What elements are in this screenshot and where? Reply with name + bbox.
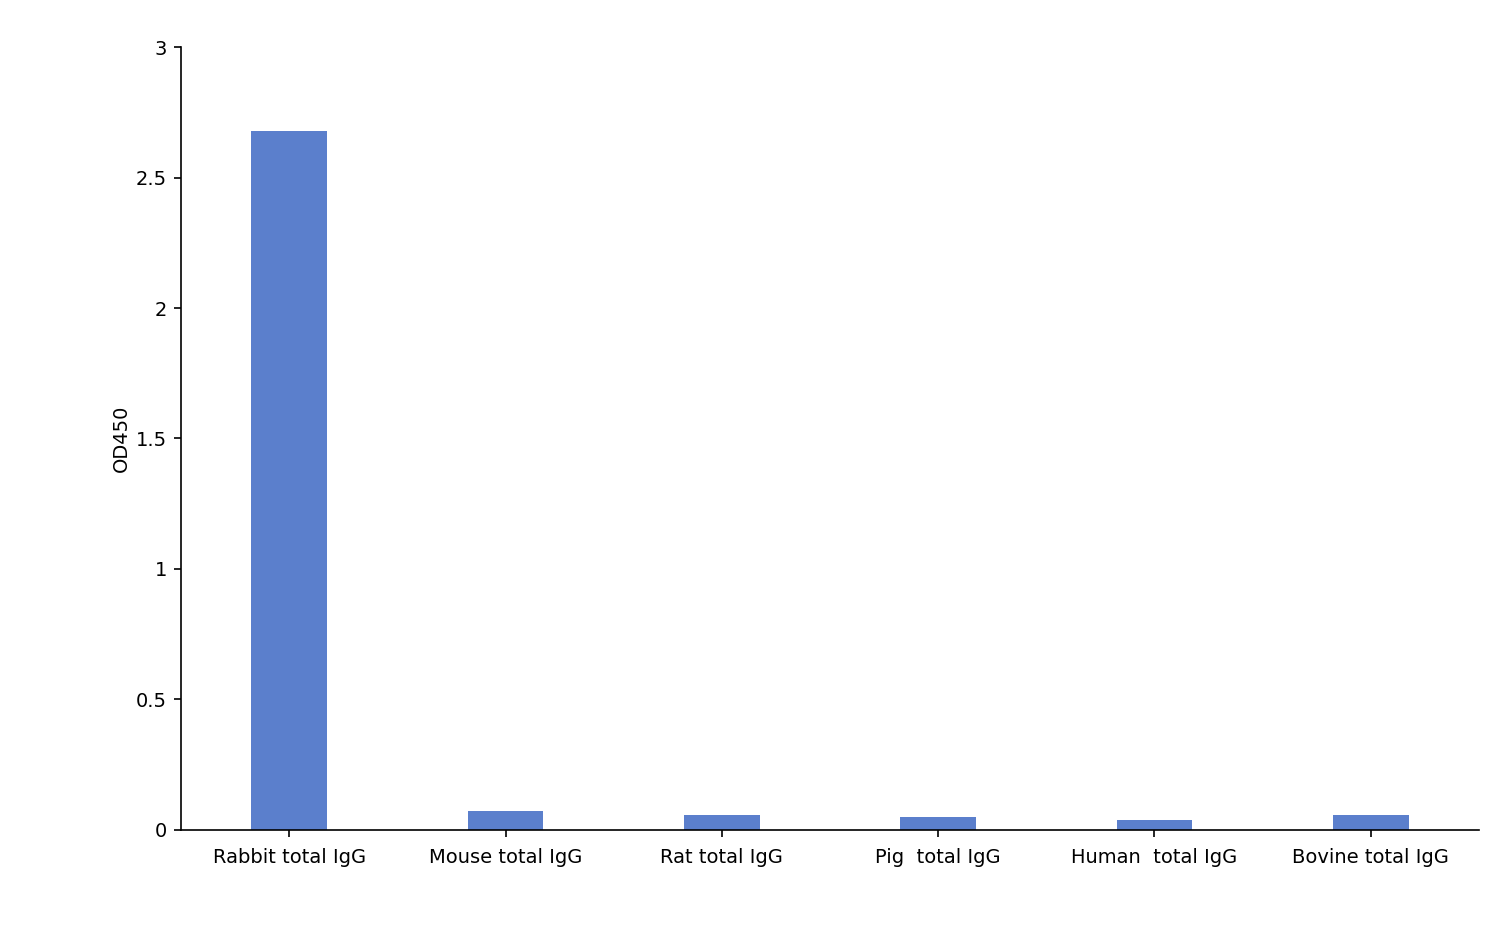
Bar <box>684 816 759 830</box>
Bar <box>252 131 327 830</box>
Bar <box>1332 816 1408 830</box>
Bar <box>1117 819 1192 830</box>
Y-axis label: OD450: OD450 <box>112 405 130 472</box>
Bar <box>901 818 976 830</box>
Bar <box>468 811 543 830</box>
